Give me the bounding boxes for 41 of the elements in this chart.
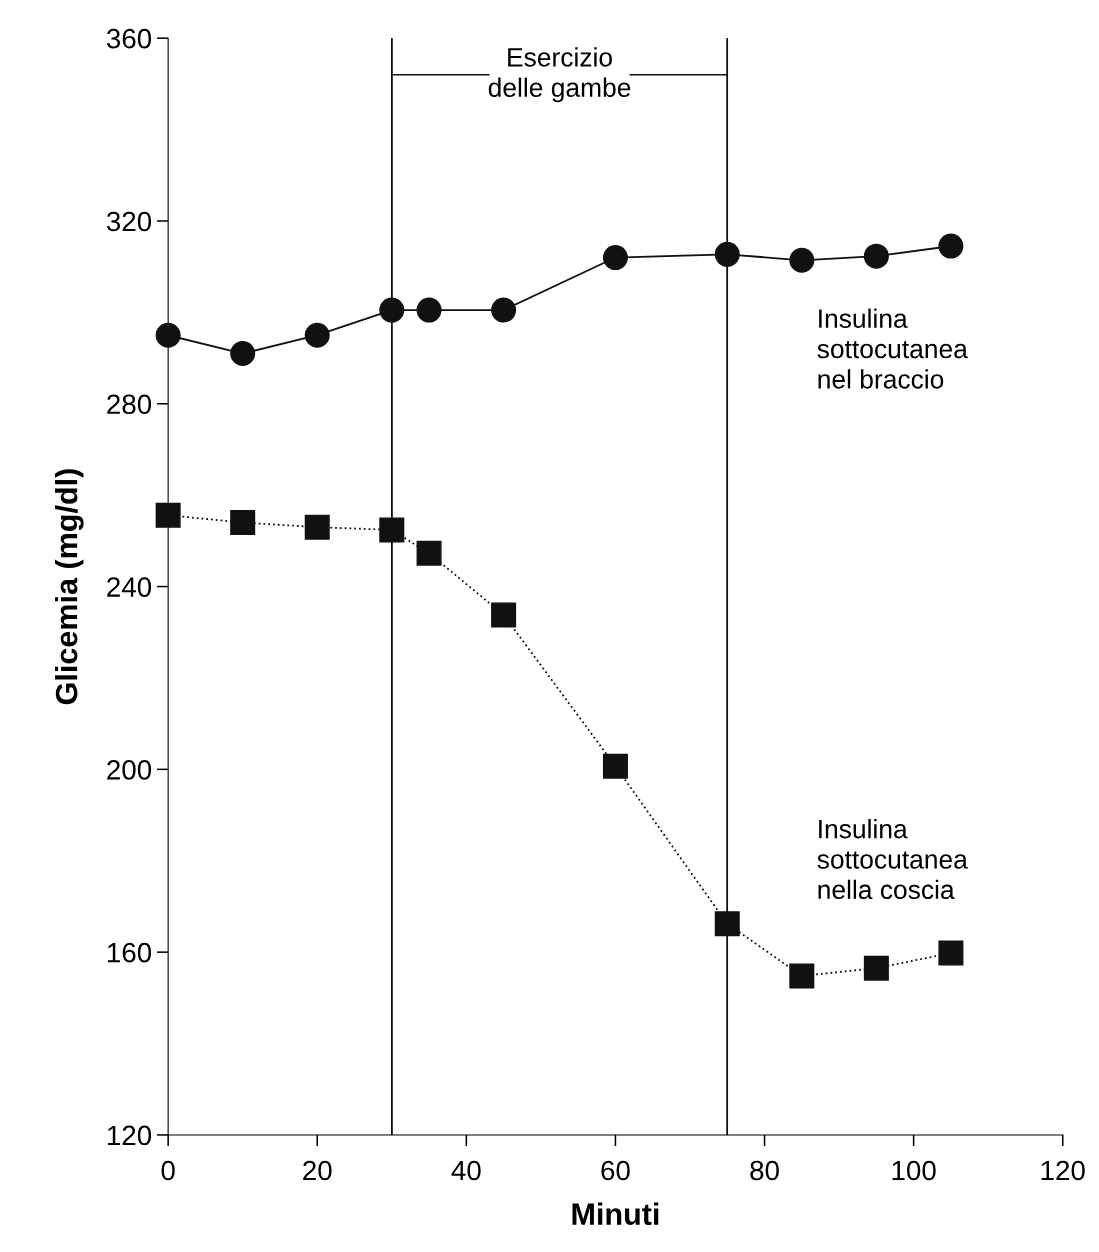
series-label: Insulina sottocutanea nella coscia	[817, 819, 968, 900]
x-tick-label: 0	[161, 1160, 175, 1181]
x-tick-label: 40	[451, 1160, 481, 1181]
x-tick-label: 100	[892, 1160, 936, 1181]
point	[789, 247, 815, 273]
point	[416, 540, 442, 566]
point	[714, 911, 740, 937]
point	[938, 940, 964, 966]
point	[230, 510, 256, 536]
y-tick-label: 160	[107, 942, 152, 963]
y-tick-label: 200	[107, 760, 152, 780]
x-axis-title: Minuti	[572, 1202, 659, 1225]
y-tick-label: 240	[107, 577, 152, 597]
y-tick-label: 320	[106, 211, 152, 232]
point	[863, 955, 889, 981]
x-tick-label: 120	[1041, 1160, 1085, 1181]
x-tick-label: 60	[601, 1160, 630, 1181]
point	[304, 514, 330, 540]
x-tick-label: 20	[303, 1160, 332, 1181]
point	[602, 753, 628, 779]
point	[714, 241, 740, 267]
point	[155, 322, 181, 348]
x-tick-label: 80	[750, 1160, 779, 1181]
point	[863, 243, 889, 269]
point	[789, 963, 815, 989]
point	[230, 341, 256, 367]
point	[155, 502, 181, 528]
point	[602, 245, 628, 271]
point	[938, 233, 964, 259]
y-tick-label: 280	[107, 394, 152, 415]
point	[491, 297, 517, 323]
point	[416, 297, 442, 323]
annotation: Esercizio delle gambe	[488, 47, 631, 103]
point	[379, 297, 405, 323]
series-label: Insulina sottocutanea nel braccio	[817, 308, 968, 389]
y-axis-title: Glicemia (mg/dl)	[54, 469, 84, 705]
y-tick-label: 120	[107, 1125, 152, 1146]
point	[379, 517, 405, 543]
point	[304, 322, 330, 348]
point	[491, 602, 517, 628]
y-tick-label: 360	[106, 28, 152, 49]
